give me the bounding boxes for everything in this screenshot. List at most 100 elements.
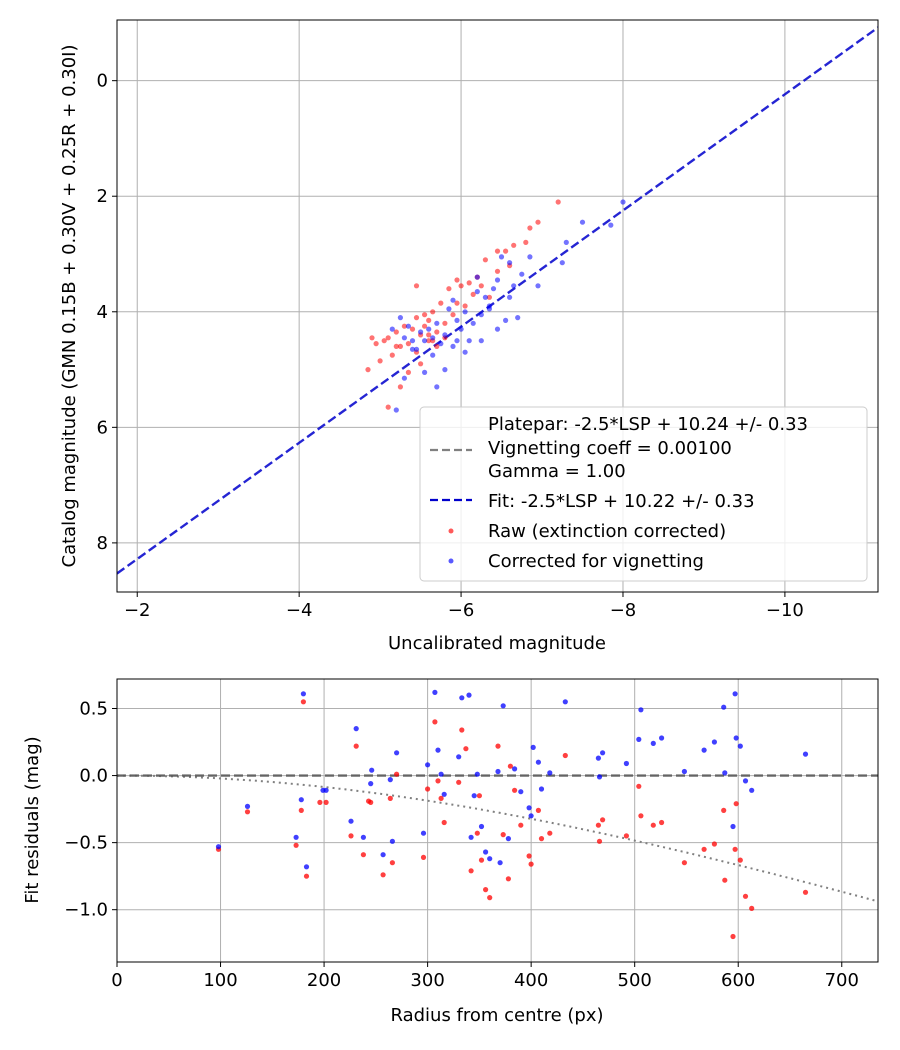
top-point xyxy=(434,343,440,349)
top-point xyxy=(385,404,391,410)
top-point xyxy=(478,283,484,289)
bot-point xyxy=(353,743,359,749)
bot-point xyxy=(596,774,603,780)
bot-point xyxy=(298,797,304,803)
bot-point xyxy=(711,841,718,847)
top-point xyxy=(397,343,403,349)
bot-point xyxy=(595,822,602,828)
bot-x-tick-label: 0 xyxy=(111,970,122,991)
top-point xyxy=(503,317,509,323)
top-point xyxy=(434,384,440,390)
bot-point xyxy=(538,836,545,842)
top-y-tick-label: 2 xyxy=(97,186,108,207)
legend-swatch-raw xyxy=(448,528,454,534)
top-point xyxy=(401,335,407,341)
bot-point xyxy=(526,805,532,811)
bot-point xyxy=(721,704,727,710)
residuals-vs-radius-chart: 0 100 200 300 400 500 600 700 0.5 0.0 −0.5 −1.0 Rad… xyxy=(22,678,879,1026)
bot-point xyxy=(348,818,354,824)
bot-point xyxy=(505,836,511,842)
top-point xyxy=(486,306,492,312)
bot-point xyxy=(681,768,688,775)
bot-point xyxy=(441,819,447,826)
top-point xyxy=(422,323,428,329)
top-x-tick-label: −10 xyxy=(766,600,804,621)
top-x-tick-label: −2 xyxy=(124,600,151,621)
top-point xyxy=(389,352,395,358)
top-point xyxy=(462,303,468,309)
bot-x-tick-label: 500 xyxy=(618,970,652,991)
bot-point xyxy=(681,860,688,866)
top-point xyxy=(519,271,525,277)
bot-point xyxy=(495,743,501,749)
top-point xyxy=(482,294,488,300)
bot-point xyxy=(511,766,518,772)
top-point xyxy=(409,326,416,332)
bot-point xyxy=(742,893,749,899)
top-y-tick-label: 4 xyxy=(97,302,108,323)
bot-y-tick-label: 0.5 xyxy=(79,699,108,720)
bot-point xyxy=(323,799,329,806)
bot-point xyxy=(487,856,493,862)
top-point xyxy=(454,277,460,283)
bot-point xyxy=(732,846,738,852)
top-point xyxy=(409,338,416,344)
bot-point xyxy=(638,707,644,713)
top-point xyxy=(458,283,464,289)
bot-point xyxy=(215,844,222,850)
top-point xyxy=(486,294,492,300)
top-point xyxy=(466,338,472,344)
bot-point xyxy=(368,781,374,787)
top-point xyxy=(426,332,432,338)
top-point xyxy=(438,300,444,306)
top-y-axis-label: Catalog magnitude (GMN 0.15B + 0.30V + 0… xyxy=(59,44,80,567)
bot-point xyxy=(497,860,503,866)
top-point xyxy=(413,346,420,352)
bot-point xyxy=(528,813,534,819)
bottom-plot-area xyxy=(117,689,878,940)
legend-label-gamma: Gamma = 1.00 xyxy=(488,461,626,482)
top-point xyxy=(422,312,428,318)
bot-point xyxy=(244,803,251,810)
top-point xyxy=(381,338,387,344)
top-point xyxy=(442,320,448,326)
bot-point xyxy=(733,735,739,741)
top-point xyxy=(470,320,476,326)
top-x-tick-label: −4 xyxy=(286,600,313,621)
bot-point xyxy=(495,768,501,775)
bot-point xyxy=(389,838,395,844)
legend-box xyxy=(419,406,868,582)
top-ticks: −2 −4 −6 −8 −10 0 2 4 6 8 xyxy=(97,71,804,621)
top-plot-area xyxy=(117,26,878,575)
top-point xyxy=(527,225,533,231)
bot-point xyxy=(701,747,707,753)
top-point xyxy=(450,343,456,349)
bot-point xyxy=(303,873,310,879)
bottom-x-axis-label: Radius from centre (px) xyxy=(390,1005,603,1026)
bot-point xyxy=(293,834,299,840)
bot-point xyxy=(478,823,485,830)
bot-point xyxy=(511,787,518,793)
bot-point xyxy=(650,740,656,747)
top-point xyxy=(454,300,460,306)
top-line xyxy=(117,26,878,575)
bot-point xyxy=(659,819,665,826)
bot-point xyxy=(317,799,323,806)
bot-x-tick-label: 600 xyxy=(721,970,755,991)
bot-point xyxy=(394,771,400,777)
bot-point xyxy=(360,834,366,840)
bot-point xyxy=(432,719,438,725)
bottom-y-axis-label: Fit residuals (mag) xyxy=(22,736,43,903)
bot-point xyxy=(596,838,603,844)
bot-point xyxy=(468,834,474,840)
top-point xyxy=(413,283,420,289)
bottom-axes-frame xyxy=(116,678,879,963)
top-point xyxy=(365,367,371,373)
bot-point xyxy=(749,905,755,912)
bot-point xyxy=(600,817,606,823)
top-point xyxy=(474,274,480,280)
bot-point xyxy=(420,830,427,836)
bot-point xyxy=(369,767,375,773)
top-point xyxy=(426,326,432,332)
